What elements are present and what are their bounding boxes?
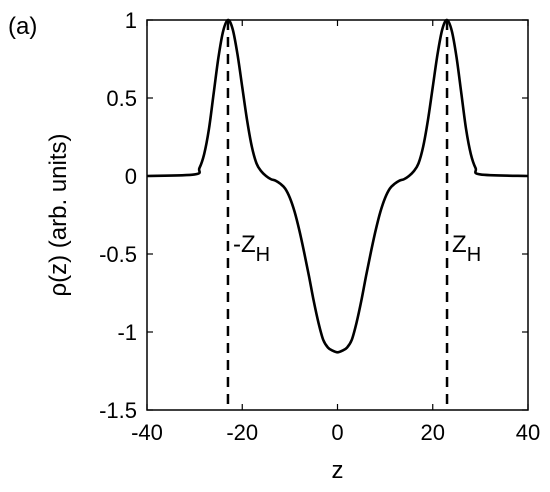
y-axis-label: ρ(z) (arb. units) — [45, 133, 72, 296]
series-group — [146, 18, 529, 354]
x-tick-label: 40 — [516, 420, 540, 445]
x-axis-label: z — [332, 457, 344, 484]
y-tick-label: -0.5 — [99, 242, 137, 267]
panel-label: (a) — [8, 13, 37, 40]
x-tick-labels: -40 -20 0 20 40 — [131, 420, 540, 445]
series-line — [146, 18, 529, 354]
x-tick-label: -20 — [226, 420, 258, 445]
y-tick-label: 0.5 — [106, 86, 137, 111]
marker-label: -ZH — [233, 231, 270, 266]
y-tick-label: -1 — [117, 320, 137, 345]
y-tick-label: -1.5 — [99, 398, 137, 423]
y-tick-labels: -1.5 -1 -0.5 0 0.5 1 — [99, 8, 137, 423]
marker-label-subscript: H — [256, 244, 270, 266]
marker-label-subscript: H — [467, 244, 481, 266]
dashed-markers — [226, 20, 449, 410]
x-tick-label: 0 — [331, 420, 343, 445]
marker-labels: -ZH ZH — [233, 231, 481, 266]
x-tick-label: -40 — [131, 420, 163, 445]
y-tick-label: 0 — [125, 164, 137, 189]
marker-label: ZH — [452, 231, 481, 266]
x-tick-label: 20 — [421, 420, 445, 445]
y-tick-label: 1 — [125, 8, 137, 33]
